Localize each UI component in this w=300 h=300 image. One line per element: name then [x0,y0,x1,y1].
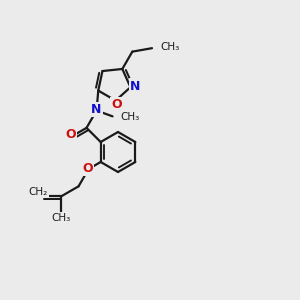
Text: O: O [111,98,122,111]
Text: CH₃: CH₃ [160,42,179,52]
Text: CH₃: CH₃ [121,112,140,122]
Text: CH₂: CH₂ [28,187,48,197]
Text: N: N [130,80,141,93]
Text: O: O [82,161,93,175]
Text: CH₃: CH₃ [52,213,71,223]
Text: O: O [65,128,76,141]
Text: N: N [91,103,102,116]
